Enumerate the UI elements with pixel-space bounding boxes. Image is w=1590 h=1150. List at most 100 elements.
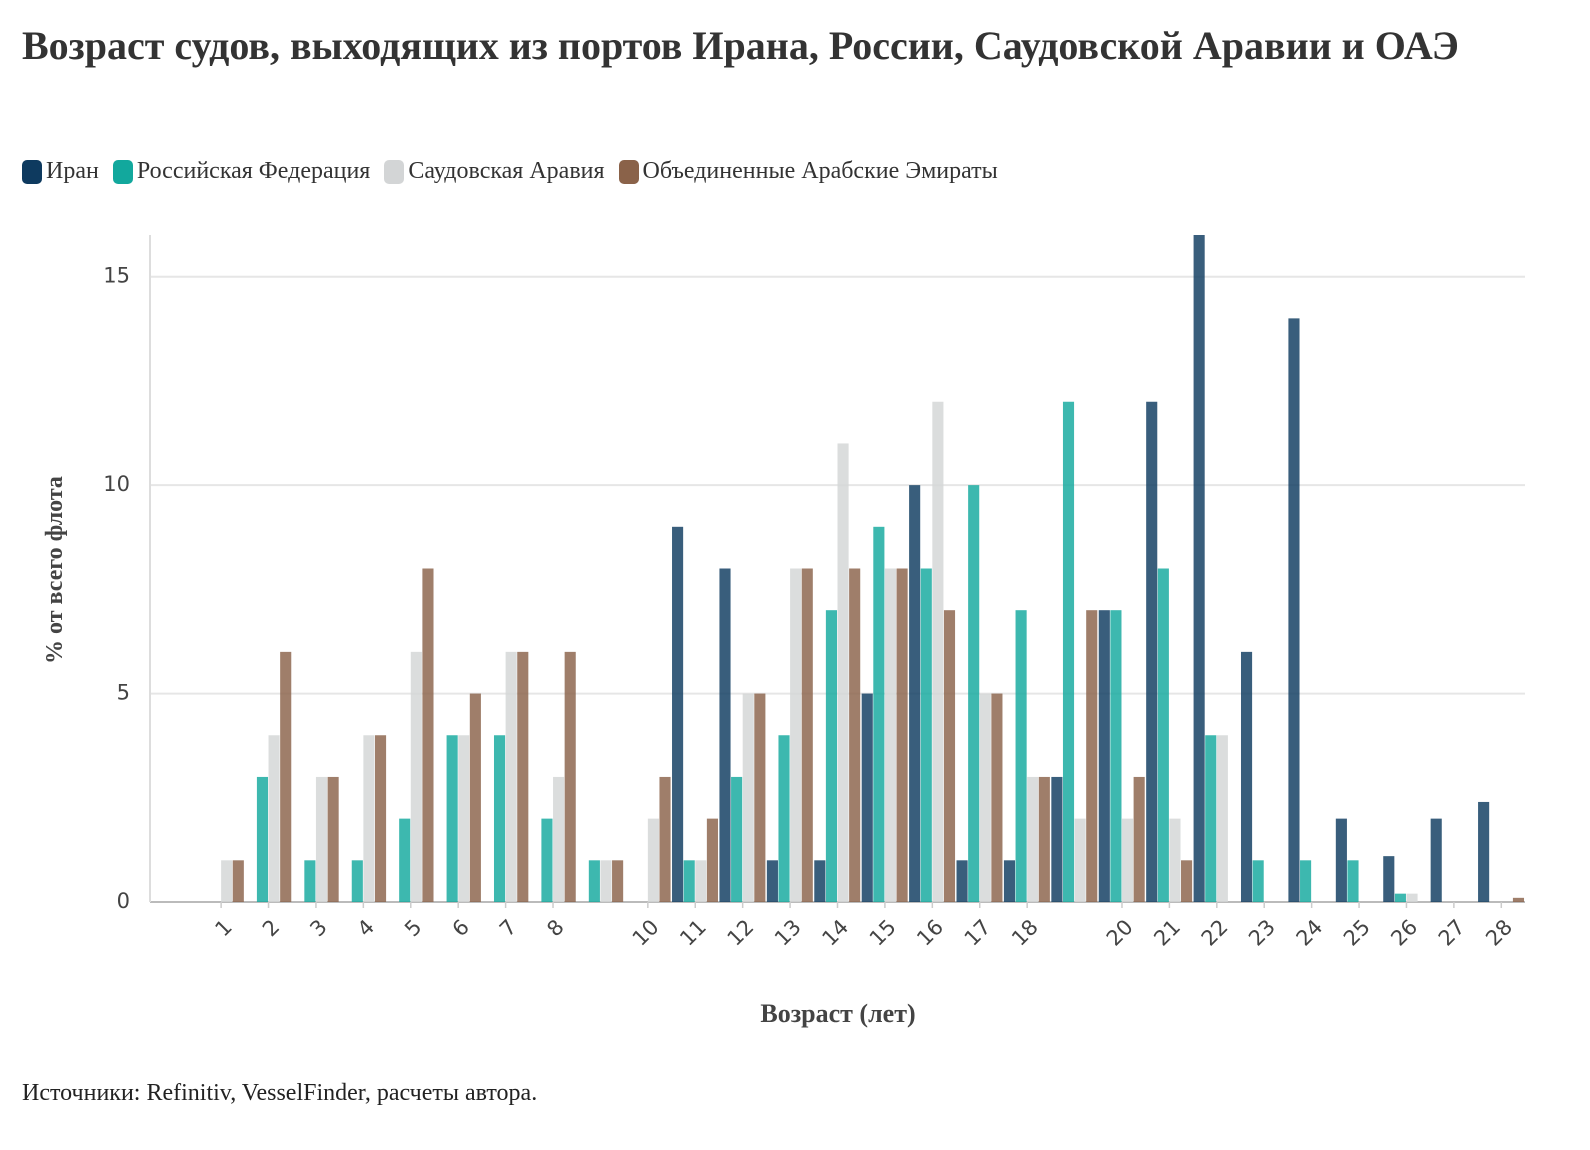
bar [909, 485, 921, 902]
bar [232, 860, 244, 902]
bar [446, 735, 458, 902]
bar [766, 860, 778, 902]
bar [268, 735, 280, 902]
x-tick-label: 21 [1149, 915, 1185, 951]
chart-title: Возраст судов, выходящих из портов Ирана… [22, 23, 1459, 68]
bar [706, 818, 718, 902]
bar [1121, 818, 1134, 902]
y-axis-label: % от всего флота [42, 476, 68, 664]
bar [422, 568, 434, 902]
legend-swatch [112, 159, 133, 184]
bar [1051, 776, 1063, 902]
bar [1003, 860, 1016, 902]
legend-item[interactable]: Саудовская Аравия [384, 158, 605, 185]
bar [801, 568, 813, 902]
bar [873, 526, 885, 902]
bar [1300, 860, 1312, 902]
bar [1086, 610, 1098, 902]
bar [1430, 818, 1442, 902]
legend-label: Саудовская Аравия [408, 158, 605, 184]
bar [553, 776, 565, 902]
bar [374, 735, 387, 902]
bar [1335, 818, 1347, 902]
legend-item[interactable]: Иран [22, 158, 99, 185]
y-tick-label: 0 [117, 889, 130, 913]
bar [790, 568, 802, 902]
bar [778, 735, 790, 902]
bar [1406, 893, 1418, 902]
bar [896, 568, 908, 902]
source: Источники: Refinitiv, VesselFinder, расч… [22, 1080, 538, 1106]
x-tick-label: 15 [865, 915, 901, 951]
bar [1133, 776, 1145, 902]
bar [1394, 893, 1406, 902]
x-tick-label: 2 [258, 915, 284, 941]
x-tick-label: 1 [210, 915, 236, 941]
bar [837, 443, 849, 902]
bar [221, 860, 233, 902]
bar [410, 651, 422, 902]
x-tick-label: 25 [1339, 915, 1375, 951]
bar [814, 860, 826, 902]
x-tick-label: 18 [1007, 915, 1043, 951]
legend-item[interactable]: Российская Федерация [112, 158, 370, 185]
x-tick-label: 11 [675, 915, 711, 951]
x-tick-label: 7 [495, 915, 521, 941]
x-tick-label: 3 [305, 915, 331, 941]
x-tick-label: 26 [1386, 915, 1422, 951]
bar [541, 818, 553, 902]
bar [304, 860, 316, 902]
bar [1181, 860, 1193, 902]
legend-swatch [22, 159, 42, 184]
x-tick-label: 12 [723, 915, 759, 951]
bar [695, 860, 707, 902]
x-tick-label: 20 [1102, 915, 1138, 951]
bar [849, 568, 861, 902]
x-tick-label: 10 [628, 915, 664, 951]
bar [1288, 318, 1300, 902]
x-tick-label: 6 [448, 915, 474, 941]
x-tick-label: 13 [770, 915, 806, 951]
bar [1216, 735, 1228, 902]
bar [731, 776, 743, 902]
bar [943, 610, 956, 902]
bar [1110, 610, 1122, 902]
bar [1038, 776, 1050, 902]
x-tick-label: 14 [817, 915, 853, 951]
bar [1062, 401, 1075, 902]
bar [932, 401, 944, 902]
bar [659, 776, 671, 902]
x-tick-label: 28 [1481, 915, 1517, 951]
bar [458, 735, 470, 902]
bar [861, 693, 873, 902]
bar [1193, 235, 1205, 902]
bar [612, 860, 624, 902]
bar [351, 860, 363, 902]
bar [956, 860, 968, 902]
bar [1252, 860, 1264, 902]
bar [564, 651, 576, 902]
y-tick-label: 5 [117, 681, 130, 705]
legend-label: Иран [46, 158, 99, 184]
bar [588, 860, 600, 902]
bar [469, 693, 481, 902]
bar [256, 776, 269, 902]
bar [493, 735, 506, 902]
bar [968, 485, 980, 902]
bar [672, 526, 684, 902]
bar [363, 735, 375, 902]
bar [1098, 610, 1110, 902]
bar [979, 693, 991, 902]
bar [1074, 818, 1086, 902]
x-tick-label: 22 [1197, 915, 1233, 951]
x-tick-label: 17 [960, 915, 996, 951]
bar [1478, 801, 1490, 902]
legend-item[interactable]: Объединенные Арабские Эмираты [618, 158, 998, 185]
bar [280, 651, 292, 902]
bar [920, 568, 932, 902]
bar [1015, 610, 1027, 902]
x-tick-label: 23 [1244, 915, 1280, 951]
x-tick-label: 27 [1434, 915, 1470, 951]
